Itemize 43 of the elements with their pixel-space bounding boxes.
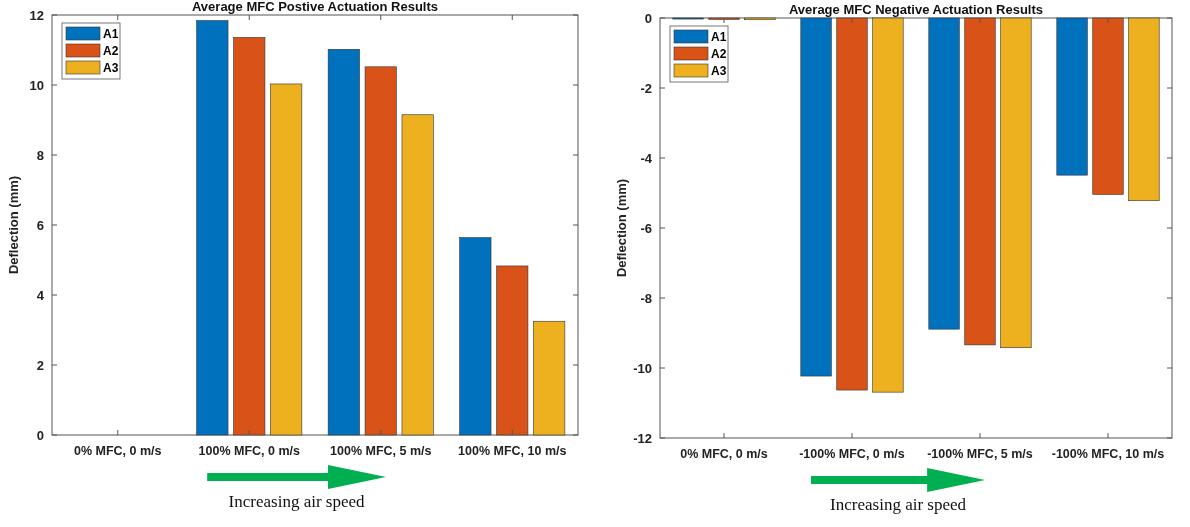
bar [496, 265, 529, 436]
bar [533, 320, 566, 436]
x-tick-label: 100% MFC, 10 m/s [458, 444, 567, 458]
y-tick-label: -4 [640, 150, 653, 166]
y-tick-label: 8 [36, 147, 44, 163]
y-tick-label: -6 [640, 220, 652, 236]
legend-label: A1 [711, 30, 727, 45]
y-tick-label: -10 [633, 360, 652, 376]
legend-label: A3 [711, 64, 727, 79]
y-tick-label: -8 [640, 290, 652, 306]
y-tick-label: 4 [36, 287, 45, 303]
legend-label: A1 [103, 27, 119, 42]
x-tick-label: 0% MFC, 0 m/s [73, 444, 162, 458]
y-tick-label: 2 [36, 357, 44, 373]
x-tick-label: -100% MFC, 5 m/s [927, 447, 1033, 461]
legend-label: A2 [103, 44, 119, 59]
bar [196, 20, 229, 436]
chart-title: Average MFC Negative Actuation Results [788, 2, 1044, 17]
x-tick-label: 100% MFC, 0 m/s [198, 444, 301, 458]
y-tick-label: 12 [29, 7, 44, 23]
y-tick-label: 6 [36, 217, 44, 233]
y-axis-title: Deflection (mm) [614, 178, 629, 278]
text: Increasing air speed [228, 492, 366, 511]
bar [233, 37, 266, 436]
x-tick-label: 0% MFC, 0 m/s [680, 447, 768, 461]
y-tick-label: 0 [644, 10, 652, 26]
bar [270, 83, 303, 436]
y-tick-label: 0 [36, 427, 44, 443]
chart-title: Average MFC Postive Actuation Results [191, 0, 439, 14]
y-tick-label: 10 [29, 77, 44, 93]
bar [327, 49, 360, 436]
bar [401, 114, 434, 436]
x-tick-label: -100% MFC, 10 m/s [1051, 447, 1165, 461]
y-axis-title: Deflection (mm) [6, 175, 21, 275]
x-tick-label: -100% MFC, 0 m/s [799, 447, 905, 461]
x-tick-label: 100% MFC, 5 m/s [330, 444, 432, 458]
bar [364, 66, 397, 436]
legend-label: A3 [103, 61, 119, 76]
legend-label: A2 [711, 47, 727, 62]
y-tick-label: -12 [633, 430, 652, 446]
bar [459, 237, 492, 436]
y-tick-label: -2 [640, 80, 652, 96]
text: Increasing air speed [830, 495, 967, 514]
